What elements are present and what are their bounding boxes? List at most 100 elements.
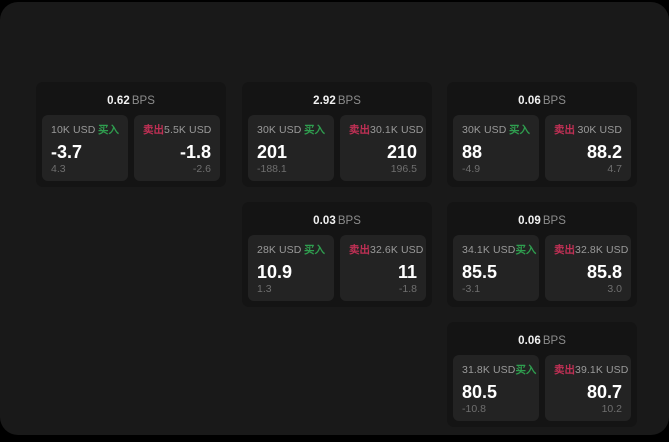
buy-quantity: 31.8K USD	[462, 363, 516, 376]
buy-delta: 4.3	[51, 162, 66, 175]
sell-price: 85.8	[586, 262, 622, 282]
card-sides: 34.1K USD 买入 85.5 -3.1 卖出 32.8K USD 85.8…	[453, 235, 631, 301]
sell-side-header: 卖出 39.1K USD	[554, 363, 628, 377]
buy-price: -3.7	[51, 142, 83, 162]
quote-column-1: 0.62 BPS 10K USD 买入 -3.7 4.3 卖出 5.5K USD	[36, 82, 226, 202]
sell-action-label: 卖出	[349, 124, 370, 136]
bps-value: 0.06	[518, 335, 541, 347]
card-header: 2.92 BPS	[248, 88, 426, 115]
bps-unit-label: BPS	[337, 95, 361, 107]
sell-price: -1.8	[179, 142, 211, 162]
sell-action-label: 卖出	[554, 124, 575, 136]
buy-side-header: 31.8K USD 买入	[462, 363, 536, 377]
card-header: 0.09 BPS	[453, 208, 631, 235]
bps-unit-label: BPS	[542, 335, 566, 347]
buy-side[interactable]: 30K USD 买入 88 -4.9	[453, 115, 539, 181]
buy-side[interactable]: 31.8K USD 买入 80.5 -10.8	[453, 355, 539, 421]
sell-delta: -2.6	[192, 162, 211, 175]
buy-side-header: 28K USD 买入	[257, 243, 325, 257]
buy-delta: -4.9	[462, 162, 481, 175]
buy-delta: -3.1	[462, 282, 481, 295]
sell-side-header: 卖出 32.6K USD	[349, 243, 423, 257]
sell-side[interactable]: 卖出 32.6K USD 11 -1.8	[340, 235, 426, 301]
buy-side[interactable]: 10K USD 买入 -3.7 4.3	[42, 115, 128, 181]
buy-side[interactable]: 30K USD 买入 201 -188.1	[248, 115, 334, 181]
card-sides: 31.8K USD 买入 80.5 -10.8 卖出 39.1K USD 80.…	[453, 355, 631, 421]
spread-card[interactable]: 0.62 BPS 10K USD 买入 -3.7 4.3 卖出 5.5K USD	[36, 82, 226, 187]
sell-side[interactable]: 卖出 32.8K USD 85.8 3.0	[545, 235, 631, 301]
sell-side[interactable]: 卖出 5.5K USD -1.8 -2.6	[134, 115, 220, 181]
sell-side[interactable]: 卖出 39.1K USD 80.7 10.2	[545, 355, 631, 421]
card-sides: 10K USD 买入 -3.7 4.3 卖出 5.5K USD -1.8 -2.…	[42, 115, 220, 181]
spread-card[interactable]: 2.92 BPS 30K USD 买入 201 -188.1 卖出 30.1K U…	[242, 82, 432, 187]
sell-side[interactable]: 卖出 30.1K USD 210 196.5	[340, 115, 426, 181]
sell-quantity: 5.5K USD	[164, 123, 212, 136]
card-header: 0.03 BPS	[248, 208, 426, 235]
buy-action-label: 买入	[515, 244, 537, 256]
sell-price: 80.7	[586, 382, 622, 402]
bps-value: 0.03	[313, 215, 336, 227]
sell-side-header: 卖出 30.1K USD	[349, 123, 423, 137]
sell-delta: 10.2	[601, 402, 622, 415]
sell-side-header: 卖出 32.8K USD	[554, 243, 628, 257]
buy-price: 85.5	[462, 262, 498, 282]
buy-delta: -10.8	[462, 402, 486, 415]
buy-price: 80.5	[462, 382, 498, 402]
card-header: 0.06 BPS	[453, 328, 631, 355]
spread-card[interactable]: 0.03 BPS 28K USD 买入 10.9 1.3 卖出 32.6K USD	[242, 202, 432, 307]
sell-price: 88.2	[586, 142, 622, 162]
sell-quantity: 30.1K USD	[370, 123, 424, 136]
buy-price: 88	[462, 142, 483, 162]
card-sides: 30K USD 买入 88 -4.9 卖出 30K USD 88.2 4.7	[453, 115, 631, 181]
buy-action-label: 买入	[515, 364, 537, 376]
sell-delta: 4.7	[607, 162, 622, 175]
buy-side-header: 30K USD 买入	[462, 123, 530, 137]
buy-side[interactable]: 28K USD 买入 10.9 1.3	[248, 235, 334, 301]
card-sides: 30K USD 买入 201 -188.1 卖出 30.1K USD 210 1…	[248, 115, 426, 181]
buy-quantity: 10K USD	[51, 123, 96, 136]
sell-delta: -1.8	[398, 282, 417, 295]
buy-quantity: 34.1K USD	[462, 243, 516, 256]
sell-action-label: 卖出	[143, 124, 164, 136]
spread-card[interactable]: 0.06 BPS 31.8K USD 买入 80.5 -10.8 卖出 39.1K…	[447, 322, 637, 427]
buy-action-label: 买入	[304, 124, 325, 136]
buy-delta: 1.3	[257, 282, 272, 295]
card-header: 0.06 BPS	[453, 88, 631, 115]
buy-price: 10.9	[257, 262, 293, 282]
sell-action-label: 卖出	[554, 244, 575, 256]
sell-action-label: 卖出	[349, 244, 370, 256]
spread-card[interactable]: 0.09 BPS 34.1K USD 买入 85.5 -3.1 卖出 32.8K …	[447, 202, 637, 307]
bps-value: 0.09	[518, 215, 541, 227]
buy-price: 201	[257, 142, 288, 162]
bps-value: 0.06	[518, 95, 541, 107]
sell-side[interactable]: 卖出 30K USD 88.2 4.7	[545, 115, 631, 181]
sell-price: 11	[397, 262, 417, 282]
spread-card[interactable]: 0.06 BPS 30K USD 买入 88 -4.9 卖出 30K USD	[447, 82, 637, 187]
sell-delta: 3.0	[607, 282, 622, 295]
sell-side-header: 卖出 5.5K USD	[143, 123, 212, 137]
sell-quantity: 32.6K USD	[370, 243, 424, 256]
bps-unit-label: BPS	[337, 215, 361, 227]
buy-action-label: 买入	[304, 244, 325, 256]
buy-delta: -188.1	[257, 162, 287, 175]
buy-side-header: 10K USD 买入	[51, 123, 119, 137]
sell-delta: 196.5	[390, 162, 417, 175]
bps-value: 0.62	[107, 95, 130, 107]
buy-quantity: 30K USD	[462, 123, 507, 136]
sell-side-header: 卖出 30K USD	[554, 123, 622, 137]
buy-side-header: 30K USD 买入	[257, 123, 325, 137]
buy-action-label: 买入	[509, 124, 530, 136]
buy-side-header: 34.1K USD 买入	[462, 243, 536, 257]
card-header: 0.62 BPS	[42, 88, 220, 115]
sell-action-label: 卖出	[554, 364, 575, 376]
quote-column-2: 2.92 BPS 30K USD 买入 201 -188.1 卖出 30.1K U…	[242, 82, 432, 322]
bps-unit-label: BPS	[131, 95, 155, 107]
buy-action-label: 买入	[98, 124, 119, 136]
buy-quantity: 30K USD	[257, 123, 302, 136]
quote-column-3: 0.06 BPS 30K USD 买入 88 -4.9 卖出 30K USD	[447, 82, 637, 442]
bps-value: 2.92	[313, 95, 336, 107]
bps-unit-label: BPS	[542, 95, 566, 107]
buy-side[interactable]: 34.1K USD 买入 85.5 -3.1	[453, 235, 539, 301]
sell-quantity: 30K USD	[577, 123, 622, 136]
main-panel: 0.62 BPS 10K USD 买入 -3.7 4.3 卖出 5.5K USD	[0, 2, 669, 435]
